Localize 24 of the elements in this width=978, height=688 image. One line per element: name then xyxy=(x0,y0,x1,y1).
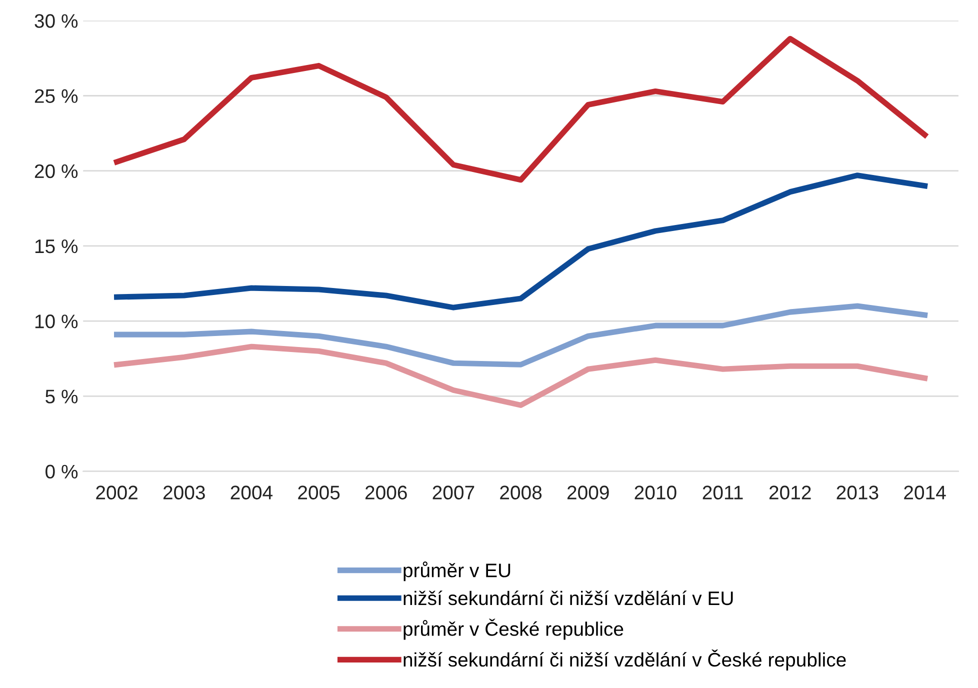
y-tick-label: 0 % xyxy=(46,464,78,479)
y-tick-label: 10 % xyxy=(35,314,78,328)
legend-label: nižší sekundární či nižší vzdělání v České republice xyxy=(404,649,846,670)
x-tick-label: 2009 xyxy=(567,486,609,500)
x-tick-label: 2011 xyxy=(702,486,743,500)
x-tick-label: 2012 xyxy=(769,486,811,500)
x-tick-label: 2004 xyxy=(230,486,273,500)
x-tick-label: 2013 xyxy=(836,486,878,500)
legend-label: nižší sekundární či nižší vzdělání v EU xyxy=(404,590,733,606)
legend-label: průměr v České republice xyxy=(404,618,624,640)
x-tick-label: 2008 xyxy=(500,486,542,500)
x-tick-label: 2007 xyxy=(432,486,474,500)
y-tick-label: 15 % xyxy=(35,240,78,254)
x-tick-label: 2003 xyxy=(163,486,205,500)
x-tick-label: 2006 xyxy=(365,486,407,500)
y-tick-label: 30 % xyxy=(34,14,78,28)
y-tick-label: 5 % xyxy=(46,390,78,404)
x-tick-label: 2005 xyxy=(298,486,340,500)
legend-label: průměr v EU xyxy=(404,561,510,582)
y-tick-label: 25 % xyxy=(34,89,78,103)
y-tick-label: 20 % xyxy=(34,164,78,178)
x-tick-label: 2002 xyxy=(96,486,138,500)
x-tick-label: 2010 xyxy=(634,486,676,500)
x-tick-label: 2014 xyxy=(904,486,946,500)
